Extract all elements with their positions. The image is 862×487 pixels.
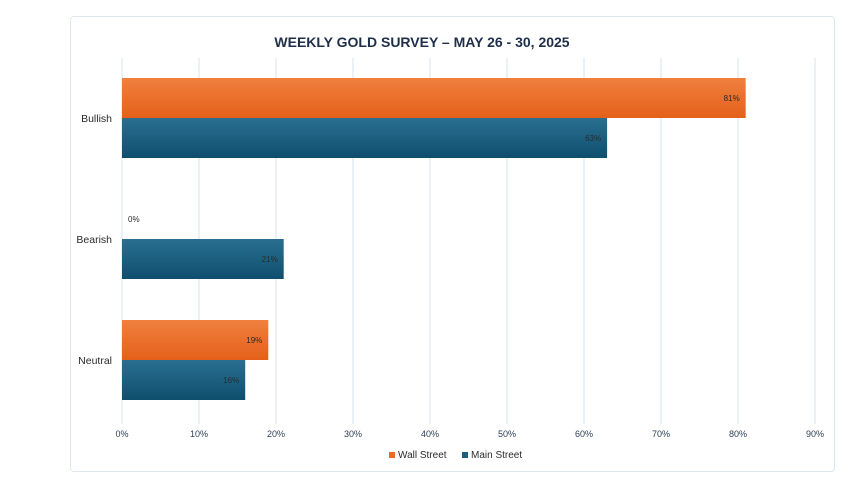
category-label-neutral: Neutral — [78, 355, 112, 367]
x-tick-label: 70% — [652, 429, 670, 439]
legend-label: Main Street — [471, 450, 522, 461]
x-tick-label: 80% — [729, 429, 747, 439]
x-tick-label: 20% — [267, 429, 285, 439]
category-axis: Bullish Bearish Neutral — [76, 113, 112, 367]
bar-main-street-bullish — [122, 118, 608, 158]
data-label: 16% — [223, 376, 239, 385]
bar-main-street-neutral — [122, 360, 246, 400]
category-label-bullish: Bullish — [81, 113, 112, 125]
value-axis: 0% 10% 20% 30% 40% 50% 60% 70% 80% 90% — [115, 429, 824, 439]
data-label: 63% — [585, 134, 601, 143]
data-labels: 81% 0% 19% 63% 21% 16% — [128, 94, 740, 385]
data-label: 0% — [128, 215, 140, 224]
legend-swatch — [462, 452, 468, 458]
x-tick-label: 10% — [190, 429, 208, 439]
data-label: 81% — [724, 94, 740, 103]
legend-label: Wall Street — [398, 450, 447, 461]
data-label: 19% — [246, 336, 262, 345]
bar-wall-street-neutral — [122, 320, 269, 360]
x-tick-label: 50% — [498, 429, 516, 439]
x-tick-label: 40% — [421, 429, 439, 439]
x-tick-label: 60% — [575, 429, 593, 439]
bar-main-street-bearish — [122, 239, 284, 279]
bars — [122, 78, 746, 400]
chart-title: WEEKLY GOLD SURVEY – MAY 26 - 30, 2025 — [274, 34, 569, 50]
x-tick-label: 90% — [806, 429, 824, 439]
x-tick-label: 0% — [115, 429, 128, 439]
data-label: 21% — [262, 255, 278, 264]
category-label-bearish: Bearish — [76, 234, 112, 246]
x-tick-label: 30% — [344, 429, 362, 439]
bar-wall-street-bullish — [122, 78, 746, 118]
legend-swatch — [389, 452, 395, 458]
legend: Wall Street Main Street — [389, 450, 522, 461]
